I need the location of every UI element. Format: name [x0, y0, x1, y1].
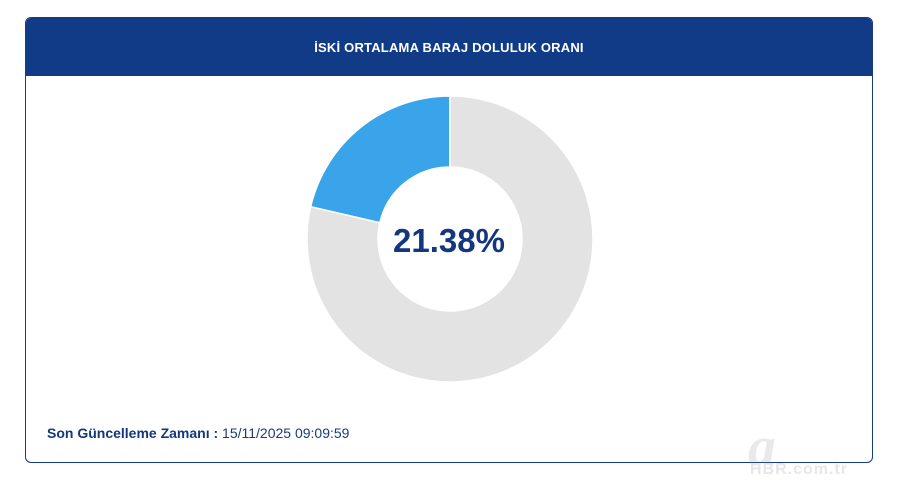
card-header: İSKİ ORTALAMA BARAJ DOLULUK ORANI [26, 18, 872, 76]
donut-slice-remaining [306, 95, 594, 383]
watermark-mark: a [748, 416, 776, 478]
last-update: Son Güncelleme Zamanı : 15/11/2025 09:09… [47, 425, 349, 441]
donut-slice-filled [309, 95, 451, 224]
dam-occupancy-card: İSKİ ORTALAMA BARAJ DOLULUK ORANI 21.38%… [25, 17, 873, 463]
watermark-text: HBR.com.tr [750, 461, 849, 478]
card-title: İSKİ ORTALAMA BARAJ DOLULUK ORANI [314, 39, 584, 55]
center-percentage: 21.38% [393, 222, 505, 259]
last-update-value: 15/11/2025 09:09:59 [222, 425, 350, 441]
watermark-logo: a HBR.com.tr [730, 416, 880, 481]
donut-svg [306, 95, 594, 383]
donut-chart: 21.38% [26, 76, 872, 406]
last-update-label: Son Güncelleme Zamanı : [47, 425, 219, 441]
